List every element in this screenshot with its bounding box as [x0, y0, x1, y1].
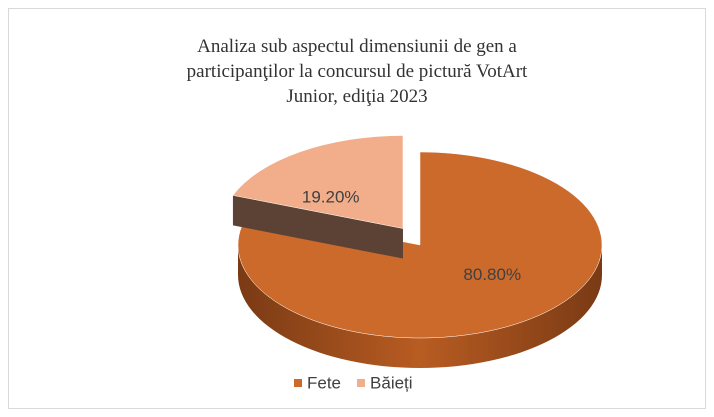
data-label: 19.20% [302, 187, 360, 206]
data-label: 80.80% [463, 265, 521, 284]
legend-label: Băieți [370, 373, 413, 392]
legend-marker [294, 379, 302, 387]
slice [237, 151, 603, 339]
legend-marker [357, 379, 366, 387]
chart-title: Analiza sub aspectul dimensiunii de gen … [186, 36, 528, 107]
slice-cut-wall [232, 195, 403, 259]
legend-label: Fete [307, 373, 341, 392]
slice-side [238, 245, 602, 368]
slice [232, 135, 404, 229]
